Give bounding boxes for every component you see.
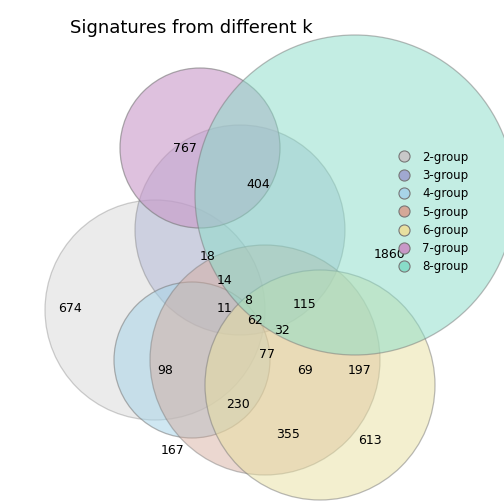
Text: 767: 767 [173, 142, 197, 155]
Text: 32: 32 [274, 324, 290, 337]
Text: 613: 613 [358, 433, 382, 447]
Circle shape [45, 200, 265, 420]
Text: 69: 69 [297, 363, 313, 376]
Circle shape [205, 270, 435, 500]
Text: 77: 77 [259, 348, 275, 361]
Text: 11: 11 [217, 301, 233, 314]
Text: 115: 115 [293, 298, 317, 311]
Text: Signatures from different k: Signatures from different k [70, 19, 313, 37]
Circle shape [150, 245, 380, 475]
Text: 14: 14 [217, 274, 233, 286]
Text: 8: 8 [244, 293, 252, 306]
Text: 197: 197 [348, 363, 372, 376]
Text: 404: 404 [246, 178, 270, 192]
Text: 18: 18 [200, 249, 216, 263]
Circle shape [120, 68, 280, 228]
Text: 167: 167 [161, 444, 185, 457]
Circle shape [135, 125, 345, 335]
Circle shape [195, 35, 504, 355]
Text: 98: 98 [157, 363, 173, 376]
Text: 230: 230 [226, 399, 250, 411]
Text: 62: 62 [247, 313, 263, 327]
Circle shape [114, 282, 270, 438]
Text: 674: 674 [58, 301, 82, 314]
Legend: 2-group, 3-group, 4-group, 5-group, 6-group, 7-group, 8-group: 2-group, 3-group, 4-group, 5-group, 6-gr… [389, 147, 472, 277]
Text: 355: 355 [276, 428, 300, 442]
Text: 1860: 1860 [374, 248, 406, 262]
